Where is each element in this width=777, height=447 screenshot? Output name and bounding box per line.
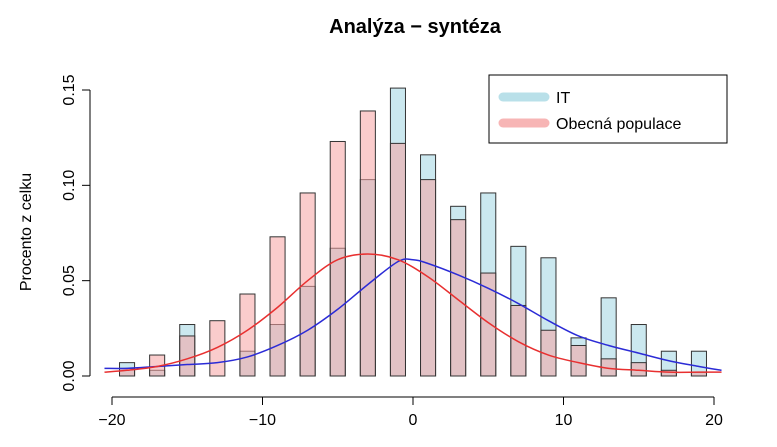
x-tick-label: 20 <box>705 412 723 429</box>
bar-population <box>660 369 677 377</box>
bar-population <box>299 192 316 377</box>
bar-population <box>450 219 467 377</box>
bars-population-group <box>119 110 707 377</box>
legend-label-population: Obecná populace <box>556 116 682 133</box>
x-tick-label: 10 <box>555 412 573 429</box>
bar-population <box>540 329 557 377</box>
bar-population <box>420 179 437 377</box>
y-tick-label: 0.00 <box>61 360 78 391</box>
y-tick-label: 0.05 <box>61 265 78 296</box>
y-tick-label: 0.10 <box>61 170 78 201</box>
bar-population <box>480 272 497 377</box>
x-tick-label: −20 <box>98 412 125 429</box>
axes-group: −20 −10 0 10 20 0.00 0.05 0.10 0.15 <box>61 74 723 429</box>
legend-box <box>488 74 728 144</box>
bar-population <box>209 320 226 377</box>
bar-population <box>329 140 346 377</box>
density-line-it <box>104 258 722 372</box>
legend-label-it: IT <box>556 90 570 107</box>
bar-population <box>179 335 196 377</box>
density-line-population <box>104 253 722 374</box>
bar-population <box>510 304 527 377</box>
chart-title: Analýza − syntéza <box>329 16 502 38</box>
x-tick-label: −10 <box>249 412 276 429</box>
bar-population <box>359 110 376 377</box>
bar-population <box>239 293 256 377</box>
legend: IT Obecná populace <box>488 74 728 144</box>
x-tick-label: 0 <box>409 412 418 429</box>
density-lines-group <box>104 253 722 374</box>
y-axis-label: Procento z celku <box>18 173 35 291</box>
y-tick-label: 0.15 <box>61 74 78 105</box>
